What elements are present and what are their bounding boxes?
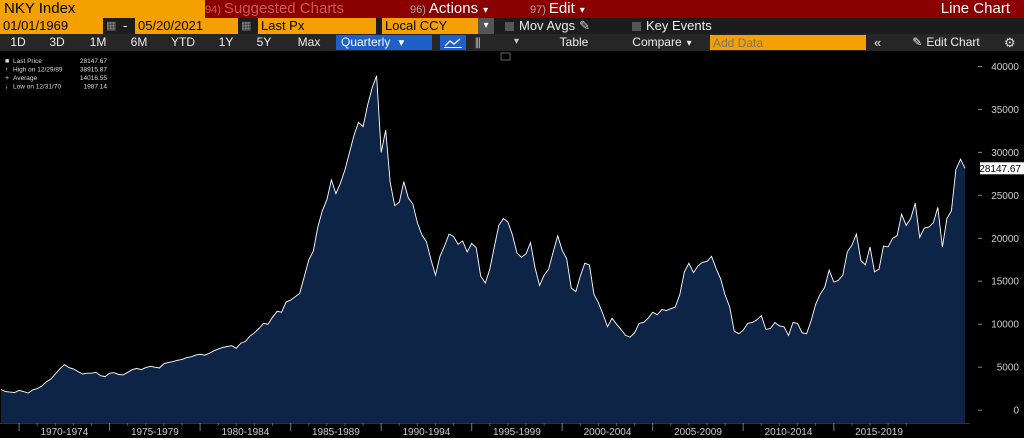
compare-dropdown[interactable]: Compare ▾	[617, 34, 707, 52]
actions-label: Actions	[428, 0, 479, 17]
mov-avgs-checkbox[interactable]	[505, 22, 514, 32]
last-value-label: 28147.67	[979, 164, 1021, 175]
compare-caret-icon: ▾	[686, 38, 692, 49]
edit-label: Edit	[548, 0, 575, 17]
legend-average-icon: +	[5, 75, 9, 82]
currency-dropdown-icon[interactable]: ▾	[478, 18, 494, 34]
period-6m-button[interactable]: 6M	[130, 35, 148, 49]
add-data-input[interactable]	[710, 35, 866, 50]
legend-low-icon: ↓	[5, 84, 9, 91]
legend-high-value: 38915.87	[80, 67, 107, 74]
last-value-marker	[980, 162, 1024, 175]
actions-number: 96)	[410, 4, 426, 16]
header-bar	[0, 0, 1024, 18]
suggested-charts-label: Suggested Charts	[223, 0, 344, 17]
edit-chart-button[interactable]: ✎ Edit Chart	[898, 34, 994, 51]
start-date-field[interactable]: 01/01/1969	[0, 18, 103, 34]
x-tick-label: 1985-1989	[312, 427, 360, 438]
y-tick-label: 0	[1013, 406, 1019, 417]
pencil-icon[interactable]: ✎	[579, 18, 591, 33]
edit-caret-icon: ▾	[579, 5, 585, 16]
chart-type-title: Line Chart	[940, 0, 1010, 17]
period-ytd-button[interactable]: YTD	[171, 35, 195, 49]
mov-avgs-label: Mov Avgs	[519, 18, 576, 33]
nky-line-chart: 1970-1974 1975-1979 1980-1984 1985-1989 1990…	[0, 52, 1024, 438]
actions-menu[interactable]: 96) Actions ▾	[410, 0, 488, 18]
y-axis: 0 5000 10000 15000 20000 25000 30000 35000 40000…	[978, 62, 1024, 417]
edit-chart-label: Edit Chart	[926, 35, 980, 49]
period-1m-button[interactable]: 1M	[89, 35, 107, 49]
y-tick-label: 40000	[991, 62, 1019, 73]
legend-average-label: Average	[13, 75, 37, 82]
line-chart-icon[interactable]	[440, 35, 466, 50]
legend-low-label: Low on 12/31/70	[13, 84, 61, 91]
legend-last-price-icon: ■	[5, 58, 9, 65]
x-axis: 1970-1974 1975-1979 1980-1984 1985-1989 1990…	[18, 423, 907, 438]
ticker-input[interactable]: NKY Index	[0, 0, 205, 18]
chart-legend: ■ Last Price 28147.67 ↑ High on 12/29/89 3891…	[5, 58, 107, 91]
end-date-field[interactable]: 05/20/2021	[135, 18, 238, 34]
x-tick-label: 1995-1999	[493, 427, 541, 438]
legend-low-value: 1987.14	[84, 84, 108, 91]
series-line	[0, 75, 966, 394]
x-tick-label: 2000-2004	[584, 427, 632, 438]
y-tick-label: 30000	[991, 148, 1019, 159]
plot-area	[0, 75, 970, 424]
legend-last-price-label: Last Price	[13, 58, 42, 65]
mov-avgs-toggle[interactable]: Mov Avgs ✎	[505, 18, 590, 34]
legend-high-label: High on 12/29/89	[13, 67, 63, 74]
x-tick-label: 1970-1974	[40, 427, 88, 438]
legend-last-price-value: 28147.67	[80, 58, 107, 65]
period-5y-button[interactable]: 5Y	[256, 35, 272, 49]
key-events-checkbox[interactable]	[632, 22, 641, 32]
x-tick-label: 2005-2009	[674, 427, 722, 438]
series-area-fill	[1, 75, 965, 424]
edit-chart-pencil-icon: ✎	[912, 35, 923, 49]
y-tick-label: 5000	[997, 363, 1020, 374]
suggested-charts-menu[interactable]: 94) Suggested Charts	[205, 0, 344, 18]
edit-menu[interactable]: 97) Edit ▾	[530, 0, 585, 18]
x-tick-label: 1990-1994	[402, 427, 450, 438]
date-separator: -	[123, 18, 128, 33]
legend-average-value: 14016.55	[80, 75, 107, 82]
key-events-label: Key Events	[646, 18, 712, 33]
x-tick-label: 1980-1984	[221, 427, 269, 438]
x-tick-label: 2015-2019	[855, 427, 903, 438]
field-selector[interactable]: Last Px	[258, 18, 376, 34]
end-calendar-icon[interactable]: ▦	[241, 20, 252, 32]
y-tick-label: 15000	[991, 277, 1019, 288]
table-button[interactable]: Table	[559, 35, 589, 49]
frequency-caret-icon: ▼	[396, 38, 407, 49]
period-max-button[interactable]: Max	[297, 35, 321, 49]
edit-number: 97)	[530, 4, 546, 16]
start-calendar-icon[interactable]: ▦	[106, 20, 117, 32]
y-tick-label: 35000	[991, 105, 1019, 116]
collapse-icon[interactable]: «	[874, 35, 882, 50]
y-tick-label: 10000	[991, 320, 1019, 331]
currency-selector[interactable]: Local CCY	[382, 18, 478, 34]
frequency-dropdown[interactable]: Quarterly ▼	[336, 35, 432, 50]
x-tick-label: 2010-2014	[765, 427, 813, 438]
legend-high-icon: ↑	[5, 67, 9, 74]
chart-type-caret-icon[interactable]: ▾	[514, 36, 520, 47]
chart-minimize-icon[interactable]	[500, 52, 511, 61]
period-1y-button[interactable]: 1Y	[218, 35, 234, 49]
period-1d-button[interactable]: 1D	[10, 35, 26, 49]
x-tick-label: 1975-1979	[131, 427, 179, 438]
line-chart-icon-svg	[444, 38, 462, 48]
candle-chart-icon[interactable]: ⫼	[475, 36, 481, 50]
y-tick-label: 20000	[991, 234, 1019, 245]
key-events-toggle[interactable]: Key Events	[632, 18, 712, 34]
period-3d-button[interactable]: 3D	[49, 35, 65, 49]
suggested-charts-number: 94)	[205, 4, 221, 16]
frequency-label: Quarterly	[341, 35, 391, 49]
actions-caret-icon: ▾	[483, 5, 489, 16]
y-tick-label: 25000	[991, 191, 1019, 202]
compare-label: Compare	[632, 35, 682, 49]
settings-gear-icon[interactable]: ⚙	[1004, 35, 1016, 50]
